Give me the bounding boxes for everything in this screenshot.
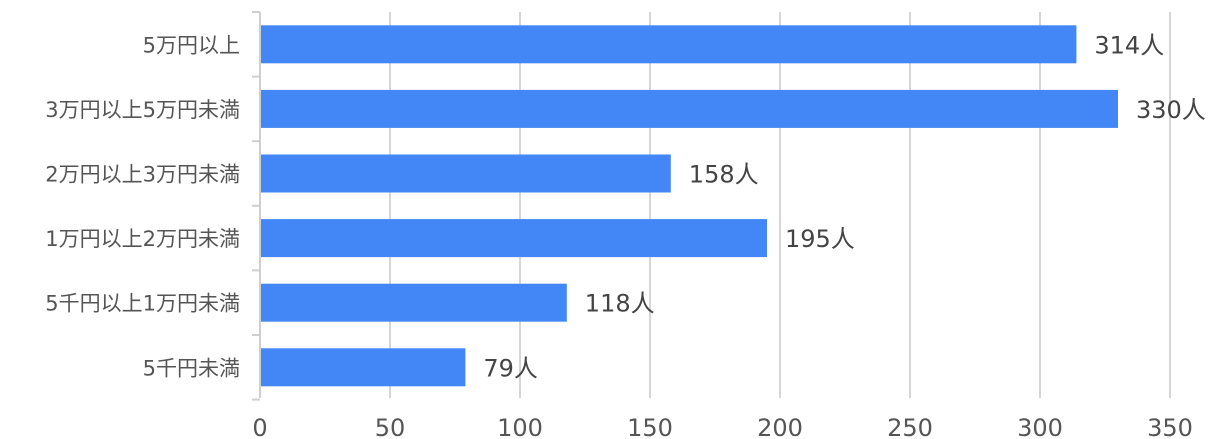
category-label: 5万円以上	[143, 33, 240, 57]
category-label: 2万円以上3万円未満	[45, 163, 240, 187]
data-label: 330人	[1136, 96, 1206, 124]
x-tick-label: 350	[1147, 414, 1193, 439]
gridlines	[252, 11, 1171, 401]
data-label: 158人	[689, 161, 759, 189]
x-tick-label: 200	[757, 414, 803, 439]
category-label: 1万円以上2万円未満	[45, 227, 240, 251]
x-tick-label: 100	[497, 414, 543, 439]
x-tick-label: 250	[887, 414, 933, 439]
data-label: 195人	[785, 225, 855, 253]
x-tick-label: 150	[627, 414, 673, 439]
bars	[261, 25, 1118, 387]
bar	[261, 219, 767, 258]
value-labels: 314人 330人 158人 195人 118人 79人	[483, 31, 1205, 382]
data-label: 79人	[483, 354, 538, 382]
bar	[261, 283, 567, 322]
x-tick-label: 50	[375, 414, 406, 439]
bar	[261, 25, 1077, 64]
category-label: 5千円未満	[143, 356, 240, 380]
category-label: 3万円以上5万円未満	[45, 98, 240, 122]
category-label: 5千円以上1万円未満	[45, 292, 240, 316]
x-axis-ticks: 0 50 100 150 200 250 300 350	[252, 414, 1193, 439]
data-label: 118人	[585, 290, 655, 318]
bar	[261, 348, 466, 387]
x-tick-label: 0	[252, 414, 267, 439]
bar	[261, 89, 1118, 128]
data-label: 314人	[1094, 31, 1164, 59]
category-labels: 5万円以上 3万円以上5万円未満 2万円以上3万円未満 1万円以上2万円未満 5千円以上…	[45, 33, 240, 380]
x-tick-label: 300	[1017, 414, 1063, 439]
bar	[261, 154, 671, 193]
